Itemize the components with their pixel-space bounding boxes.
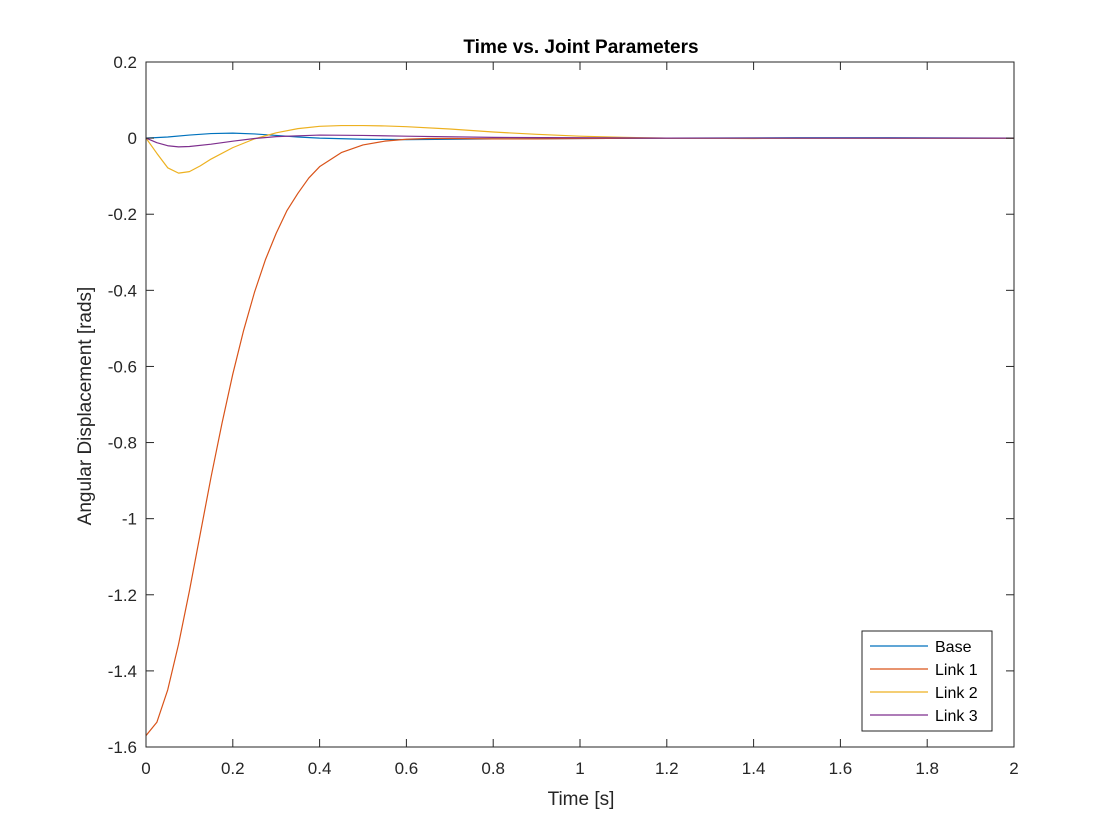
x-axis: 0 0.2 0.4 0.6 0.8 1 1.2 1.4 1.6 1.8 2 [141,62,1019,778]
x-tick-label: 0.8 [481,759,505,778]
legend-label: Link 1 [935,662,978,679]
series-lines [146,124,1014,736]
chart-title: Time vs. Joint Parameters [463,37,698,58]
x-tick-label: 1.2 [655,759,679,778]
legend-label: Link 2 [935,685,978,702]
y-axis-label: Angular Displacement [rads] [75,287,96,526]
x-tick-label: 1 [575,759,584,778]
y-tick-label: -0.6 [108,357,137,376]
x-tick-label: 2 [1009,759,1018,778]
y-tick-label: 0.2 [113,53,137,72]
y-tick-label: -1.6 [108,738,137,757]
legend-box [861,630,993,732]
y-tick-label: -1.4 [108,662,137,681]
legend-label: Base [935,639,972,656]
x-tick-label: 0 [141,759,150,778]
x-axis-label: Time [s] [548,789,615,810]
x-tick-label: 1.6 [829,759,853,778]
series-line-2 [146,137,1014,736]
x-tick-label: 0.4 [308,759,332,778]
y-tick-label: -0.2 [108,205,137,224]
legend: Base Link 1 Link 2 Link 3 [861,630,993,732]
y-tick-label: -0.4 [108,281,137,300]
x-tick-label: 1.8 [915,759,939,778]
x-tick-label: 0.6 [395,759,419,778]
series-line-4 [146,134,1014,148]
y-tick-label: 0 [128,129,137,148]
x-tick-label: 0.2 [221,759,245,778]
y-tick-label: -1.2 [108,586,137,605]
y-tick-label: -1 [122,510,137,529]
plot-area [145,61,1015,748]
y-axis: 0.2 0 -0.2 -0.4 -0.6 -0.8 -1 -1.2 -1.4 -1.6 [108,53,1014,757]
legend-label: Link 3 [935,708,978,725]
y-tick-label: -0.8 [108,434,137,453]
x-tick-label: 1.4 [742,759,766,778]
